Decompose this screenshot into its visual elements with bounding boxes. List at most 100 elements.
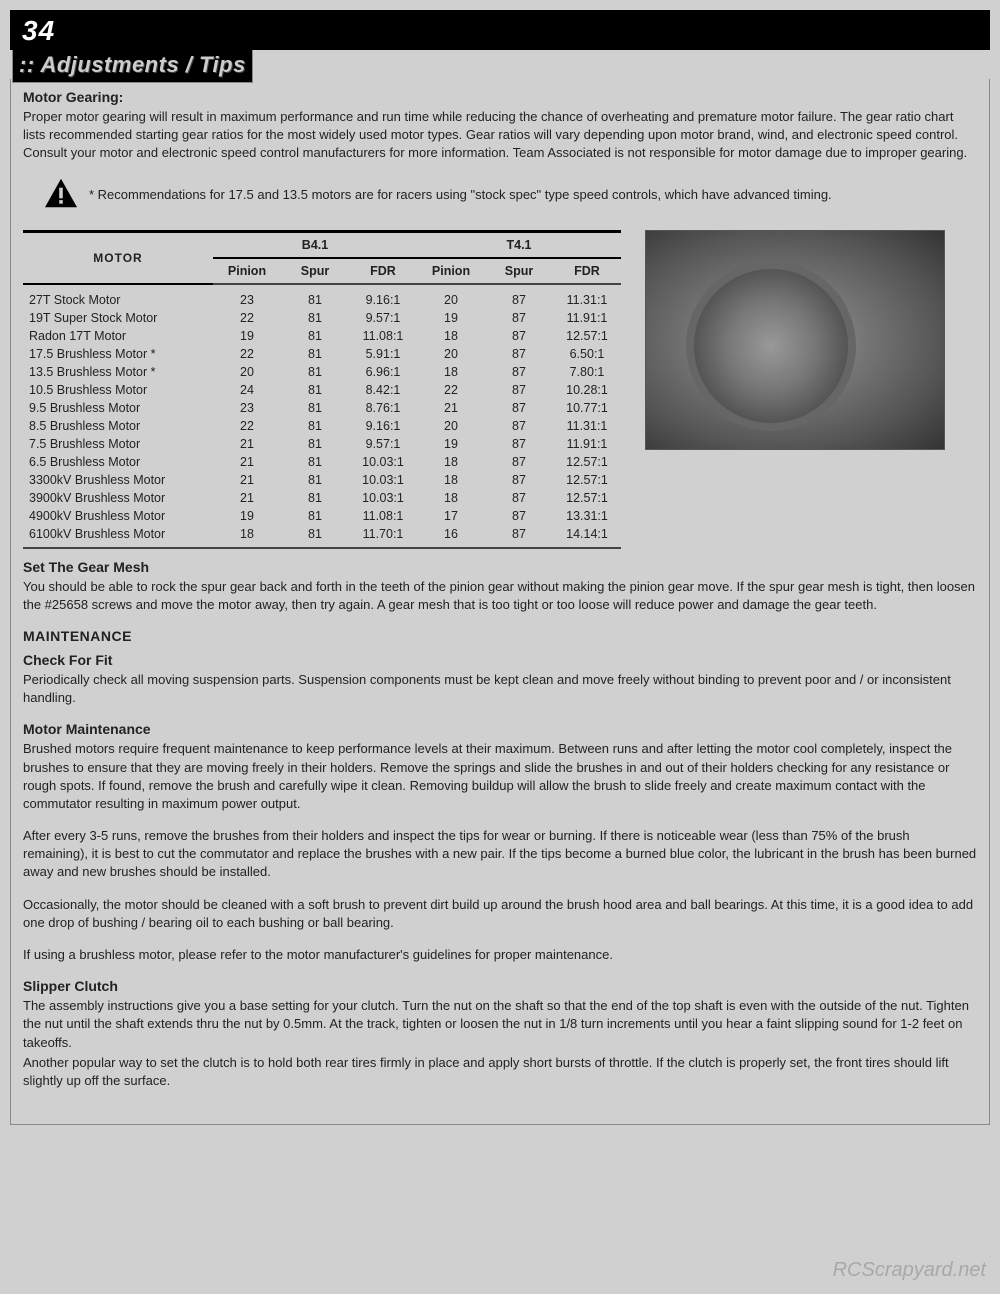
table-cell: 81: [281, 507, 349, 525]
table-subheader: Spur: [281, 258, 349, 284]
gear-mesh-photo: [645, 230, 945, 450]
table-cell: 9.16:1: [349, 417, 417, 435]
table-cell: 81: [281, 525, 349, 548]
page-header-bar: 34: [10, 10, 990, 50]
table-row: 10.5 Brushless Motor24818.42:1228710.28:…: [23, 381, 621, 399]
table-cell: 87: [485, 284, 553, 309]
table-cell: 81: [281, 435, 349, 453]
page-content: Motor Gearing: Proper motor gearing will…: [10, 79, 990, 1125]
motor-label: 10.5 Brushless Motor: [23, 381, 213, 399]
table-cell: 87: [485, 363, 553, 381]
motor-maint-p4: If using a brushless motor, please refer…: [23, 946, 977, 964]
table-row: Radon 17T Motor198111.08:1188712.57:1: [23, 327, 621, 345]
table-cell: 23: [213, 399, 281, 417]
table-header-motor: MOTOR: [23, 231, 213, 284]
motor-label: 3300kV Brushless Motor: [23, 471, 213, 489]
table-cell: 21: [213, 435, 281, 453]
table-cell: 13.31:1: [553, 507, 621, 525]
table-cell: 7.80:1: [553, 363, 621, 381]
table-cell: 22: [213, 345, 281, 363]
table-cell: 20: [417, 417, 485, 435]
table-row: 27T Stock Motor23819.16:1208711.31:1: [23, 284, 621, 309]
table-cell: 10.03:1: [349, 453, 417, 471]
table-cell: 21: [213, 453, 281, 471]
table-subheader: Pinion: [417, 258, 485, 284]
table-cell: 6.96:1: [349, 363, 417, 381]
table-cell: 22: [213, 309, 281, 327]
motor-gearing-heading: Motor Gearing:: [23, 89, 977, 105]
motor-label: 6100kV Brushless Motor: [23, 525, 213, 548]
table-row: 6100kV Brushless Motor188111.70:1168714.…: [23, 525, 621, 548]
section-title-bar: :: Adjustments / Tips: [12, 50, 253, 83]
table-cell: 81: [281, 453, 349, 471]
table-cell: 22: [417, 381, 485, 399]
table-cell: 16: [417, 525, 485, 548]
motor-label: 4900kV Brushless Motor: [23, 507, 213, 525]
table-cell: 81: [281, 417, 349, 435]
table-image-row: MOTOR B4.1 T4.1 PinionSpurFDRPinionSpurF…: [23, 230, 977, 549]
table-row: 9.5 Brushless Motor23818.76:1218710.77:1: [23, 399, 621, 417]
table-cell: 87: [485, 435, 553, 453]
table-cell: 18: [417, 453, 485, 471]
slipper-heading: Slipper Clutch: [23, 978, 977, 994]
motor-maint-p3: Occasionally, the motor should be cleane…: [23, 896, 977, 932]
table-cell: 20: [213, 363, 281, 381]
table-cell: 19: [417, 309, 485, 327]
table-cell: 5.91:1: [349, 345, 417, 363]
motor-label: 13.5 Brushless Motor *: [23, 363, 213, 381]
table-cell: 11.91:1: [553, 435, 621, 453]
check-fit-text: Periodically check all moving suspension…: [23, 671, 977, 707]
table-cell: 11.08:1: [349, 507, 417, 525]
table-row: 4900kV Brushless Motor198111.08:1178713.…: [23, 507, 621, 525]
table-cell: 21: [213, 471, 281, 489]
watermark: RCScrapyard.net: [833, 1259, 986, 1282]
table-cell: 81: [281, 327, 349, 345]
motor-label: 3900kV Brushless Motor: [23, 489, 213, 507]
table-cell: 10.03:1: [349, 489, 417, 507]
table-cell: 19: [213, 327, 281, 345]
table-cell: 18: [417, 327, 485, 345]
table-row: 13.5 Brushless Motor *20816.96:118877.80…: [23, 363, 621, 381]
table-cell: 19: [417, 435, 485, 453]
table-cell: 12.57:1: [553, 471, 621, 489]
table-cell: 24: [213, 381, 281, 399]
motor-label: 17.5 Brushless Motor *: [23, 345, 213, 363]
check-fit-heading: Check For Fit: [23, 652, 977, 668]
motor-maint-heading: Motor Maintenance: [23, 721, 977, 737]
table-row: 6.5 Brushless Motor218110.03:1188712.57:…: [23, 453, 621, 471]
table-subheader: Spur: [485, 258, 553, 284]
table-cell: 87: [485, 381, 553, 399]
table-cell: 21: [213, 489, 281, 507]
manual-page: 34 :: Adjustments / Tips Motor Gearing: …: [0, 0, 1000, 1135]
table-cell: 11.31:1: [553, 417, 621, 435]
table-cell: 9.57:1: [349, 435, 417, 453]
table-cell: 11.70:1: [349, 525, 417, 548]
table-cell: 87: [485, 399, 553, 417]
table-cell: 22: [213, 417, 281, 435]
table-cell: 12.57:1: [553, 327, 621, 345]
motor-label: 6.5 Brushless Motor: [23, 453, 213, 471]
gear-ratio-table: MOTOR B4.1 T4.1 PinionSpurFDRPinionSpurF…: [23, 230, 621, 549]
table-cell: 81: [281, 489, 349, 507]
table-row: 3300kV Brushless Motor218110.03:1188712.…: [23, 471, 621, 489]
slipper-p1: The assembly instructions give you a bas…: [23, 997, 977, 1052]
table-cell: 87: [485, 417, 553, 435]
section-title: :: Adjustments / Tips: [19, 52, 246, 77]
motor-label: 19T Super Stock Motor: [23, 309, 213, 327]
motor-maint-p1: Brushed motors require frequent maintena…: [23, 740, 977, 813]
table-cell: 18: [213, 525, 281, 548]
table-cell: 14.14:1: [553, 525, 621, 548]
motor-maint-p2: After every 3-5 runs, remove the brushes…: [23, 827, 977, 882]
table-cell: 17: [417, 507, 485, 525]
motor-label: 27T Stock Motor: [23, 284, 213, 309]
table-row: 7.5 Brushless Motor21819.57:1198711.91:1: [23, 435, 621, 453]
table-subheader: Pinion: [213, 258, 281, 284]
table-cell: 18: [417, 363, 485, 381]
table-cell: 8.76:1: [349, 399, 417, 417]
table-cell: 81: [281, 399, 349, 417]
table-row: 8.5 Brushless Motor22819.16:1208711.31:1: [23, 417, 621, 435]
gear-ratio-table-wrap: MOTOR B4.1 T4.1 PinionSpurFDRPinionSpurF…: [23, 230, 621, 549]
warning-icon: [43, 177, 79, 214]
table-cell: 87: [485, 453, 553, 471]
table-cell: 12.57:1: [553, 453, 621, 471]
